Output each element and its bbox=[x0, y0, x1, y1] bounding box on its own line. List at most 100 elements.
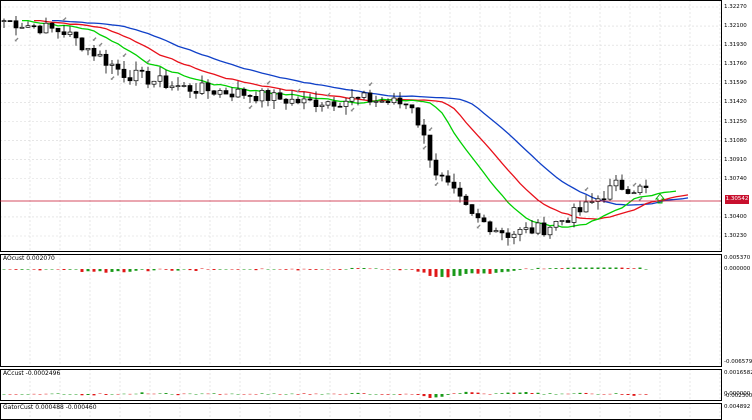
fractal-marker: ⬋ bbox=[638, 196, 643, 203]
histogram-bar bbox=[92, 394, 96, 396]
histogram-bar bbox=[422, 269, 426, 273]
histogram-bar bbox=[32, 269, 36, 270]
histogram-bar bbox=[368, 394, 372, 395]
histogram-bar bbox=[476, 392, 480, 394]
histogram-bar bbox=[74, 269, 78, 270]
candle-body bbox=[601, 198, 607, 201]
histogram-bar bbox=[380, 268, 384, 270]
candle-body bbox=[301, 98, 307, 104]
histogram-bar bbox=[122, 393, 126, 395]
histogram-bar bbox=[164, 393, 168, 394]
histogram-bar bbox=[452, 393, 456, 394]
candle-body bbox=[103, 53, 109, 66]
candle-body bbox=[121, 68, 127, 78]
candle-body bbox=[493, 230, 499, 233]
histogram-bar bbox=[314, 393, 318, 395]
histogram-bar bbox=[560, 393, 564, 395]
fractal-marker: ⬋ bbox=[14, 36, 19, 43]
pane-frame bbox=[0, 254, 722, 367]
histogram-bar bbox=[632, 394, 636, 396]
candle-body bbox=[385, 100, 391, 104]
histogram-bar bbox=[266, 269, 270, 270]
histogram-bar bbox=[464, 391, 468, 394]
histogram-bar bbox=[626, 394, 630, 395]
histogram-bar bbox=[494, 269, 498, 273]
candle-body bbox=[241, 88, 247, 96]
candle-body bbox=[319, 104, 325, 107]
histogram-bar bbox=[56, 393, 60, 394]
candle-body bbox=[433, 159, 439, 176]
candle-body bbox=[349, 96, 355, 102]
candle-body bbox=[43, 22, 49, 34]
histogram-bar bbox=[350, 393, 354, 394]
histogram-bar bbox=[626, 268, 630, 269]
candle-body bbox=[67, 31, 73, 35]
fractal-marker: ⬋ bbox=[632, 182, 637, 189]
histogram-bar bbox=[212, 269, 216, 270]
fractal-marker: ⬋ bbox=[62, 16, 67, 23]
histogram-bar bbox=[458, 393, 462, 394]
candle-body bbox=[373, 100, 379, 103]
indicator-tick-label: 0.000000 bbox=[724, 391, 751, 397]
candle-body bbox=[85, 47, 91, 51]
histogram-bar bbox=[206, 269, 210, 270]
candle-body bbox=[133, 69, 139, 82]
histogram-bar bbox=[230, 393, 234, 395]
candle-body bbox=[481, 217, 487, 223]
candle-body bbox=[163, 75, 169, 88]
candle-body bbox=[325, 101, 331, 106]
histogram-bar bbox=[104, 394, 108, 395]
candle-body bbox=[343, 100, 349, 107]
candle-body bbox=[421, 124, 427, 136]
histogram-bar bbox=[158, 393, 162, 394]
histogram-bar bbox=[68, 394, 72, 395]
candle-body bbox=[1, 20, 7, 22]
candle-body bbox=[97, 53, 103, 57]
histogram-bar bbox=[398, 269, 402, 271]
histogram-bar bbox=[98, 393, 102, 395]
histogram-bar bbox=[506, 269, 510, 272]
candle-body bbox=[49, 22, 55, 29]
histogram-bar bbox=[410, 394, 414, 395]
price-tick-label: 1.31080 bbox=[724, 137, 747, 144]
candlestick-series[interactable] bbox=[1, 15, 649, 246]
histogram-bar bbox=[170, 269, 174, 271]
histogram-bar bbox=[314, 269, 318, 270]
price-tick-label: 1.31930 bbox=[724, 42, 747, 49]
candle-body bbox=[229, 93, 235, 98]
histogram-bar bbox=[278, 269, 282, 270]
histogram-bar bbox=[56, 269, 60, 270]
histogram-bar bbox=[362, 393, 366, 394]
histogram-bar bbox=[356, 392, 360, 394]
histogram-bar bbox=[332, 393, 336, 395]
candle-body bbox=[55, 27, 61, 33]
histogram-bar bbox=[482, 269, 486, 274]
histogram-bar bbox=[572, 267, 576, 269]
indicator-tick-label: -0.006579 bbox=[724, 359, 752, 365]
candle-body bbox=[13, 20, 19, 29]
candle-body bbox=[187, 85, 193, 92]
histogram-bar bbox=[470, 392, 474, 394]
histogram-bar bbox=[50, 393, 54, 395]
histogram-bar bbox=[110, 394, 114, 395]
histogram-bar bbox=[560, 268, 564, 269]
histogram-bar bbox=[164, 269, 168, 270]
histogram-bar bbox=[380, 394, 384, 395]
histogram-bar bbox=[572, 393, 576, 394]
histogram-bar bbox=[188, 269, 192, 271]
chart-grid bbox=[0, 0, 721, 420]
histogram-bar bbox=[362, 268, 366, 269]
pane-frame bbox=[0, 403, 722, 420]
histogram-bar bbox=[428, 394, 432, 398]
histogram-bar bbox=[518, 392, 522, 394]
histogram-bar bbox=[278, 394, 282, 395]
histogram-bar bbox=[260, 268, 264, 270]
histogram-bar bbox=[182, 393, 186, 395]
histogram-bar bbox=[548, 268, 552, 269]
histogram-bar bbox=[614, 393, 618, 394]
candle-body bbox=[157, 75, 163, 82]
histogram-bar bbox=[20, 269, 24, 270]
candle-body bbox=[109, 63, 115, 66]
histogram-bar bbox=[500, 269, 504, 273]
